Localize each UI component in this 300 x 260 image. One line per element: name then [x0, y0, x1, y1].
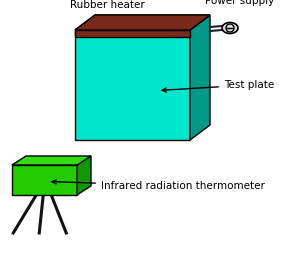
Ellipse shape [226, 24, 234, 32]
Bar [12, 165, 77, 195]
Polygon shape [77, 156, 91, 195]
Polygon shape [75, 15, 210, 30]
Text: Power supply: Power supply [205, 0, 274, 6]
Text: Rubber heater: Rubber heater [70, 0, 145, 29]
Polygon shape [75, 15, 210, 30]
Polygon shape [12, 156, 91, 165]
Polygon shape [190, 15, 210, 140]
Ellipse shape [222, 23, 238, 34]
Bar [75, 30, 190, 37]
Text: Test plate: Test plate [162, 80, 274, 92]
Bar [75, 30, 190, 140]
Text: Infrared radiation thermometer: Infrared radiation thermometer [52, 180, 265, 191]
